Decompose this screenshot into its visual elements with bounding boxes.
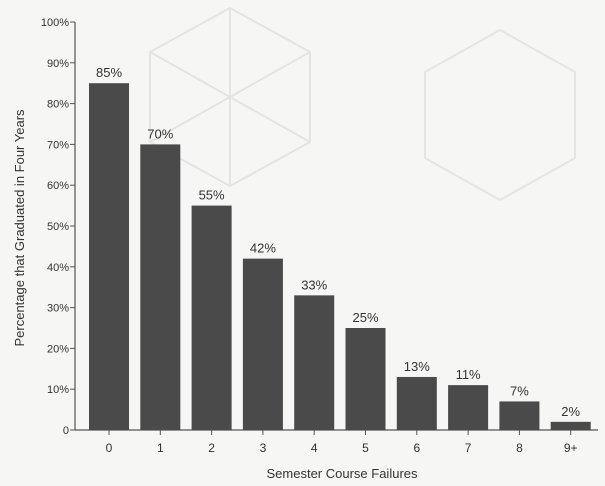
y-tick-label: 50% <box>47 221 69 233</box>
bar-value-label: 85% <box>96 65 122 80</box>
x-tick-label: 3 <box>260 441 267 455</box>
x-tick-label: 8 <box>516 441 523 455</box>
bars-group <box>89 83 591 430</box>
bar-value-label: 25% <box>352 310 378 325</box>
x-tick-label: 9+ <box>564 441 578 455</box>
y-tick-label: 80% <box>47 99 69 111</box>
y-tick-label: 100% <box>41 17 69 29</box>
bar-value-label: 33% <box>301 277 327 292</box>
y-tick-label: 40% <box>47 262 69 274</box>
y-tick-label: 90% <box>47 58 69 70</box>
bar-value-label: 55% <box>199 188 225 203</box>
y-axis-title: Percentage that Graduated in Four Years <box>12 109 27 347</box>
bar-5 <box>345 328 386 430</box>
bar-1 <box>140 144 181 430</box>
bar-value-label: 11% <box>456 367 481 382</box>
bar-value-label: 2% <box>561 404 580 419</box>
bar-0 <box>89 83 130 430</box>
bar-4 <box>294 295 335 430</box>
x-tick-label: 7 <box>465 441 472 455</box>
y-tick-label: 0 <box>63 425 69 437</box>
bar-value-label: 70% <box>147 126 173 141</box>
bar-value-label: 13% <box>404 359 430 374</box>
y-tick-label: 60% <box>47 180 69 192</box>
value-labels-group: 85% 70% 55% 42% 33% 25% 13% 11% 7% 2% <box>96 65 581 419</box>
y-axis-ticks: 0 10% 20% 30% 40% 50% 60% 70% 80% 90% 100% <box>41 17 75 437</box>
x-axis-title: Semester Course Failures <box>267 466 418 481</box>
x-tick-label: 1 <box>157 441 164 455</box>
y-tick-label: 20% <box>47 343 69 355</box>
bar-7 <box>448 385 489 430</box>
y-tick-label: 10% <box>47 384 69 396</box>
background-watermark <box>149 6 576 202</box>
y-tick-label: 30% <box>47 303 69 315</box>
bar-6 <box>396 376 437 430</box>
y-tick-label: 70% <box>47 139 69 151</box>
x-tick-label: 2 <box>208 441 215 455</box>
x-tick-label: 4 <box>311 441 318 455</box>
bar-8 <box>499 401 540 430</box>
bar-3 <box>242 258 283 430</box>
bar-9plus <box>550 421 591 430</box>
x-axis-ticks: 0 1 2 3 4 5 6 7 8 9+ <box>106 430 578 455</box>
bar-value-label: 42% <box>250 241 276 256</box>
x-tick-label: 6 <box>413 441 420 455</box>
x-tick-label: 0 <box>106 441 113 455</box>
bar-value-label: 7% <box>510 383 529 398</box>
bar-2 <box>191 205 232 430</box>
x-tick-label: 5 <box>362 441 369 455</box>
